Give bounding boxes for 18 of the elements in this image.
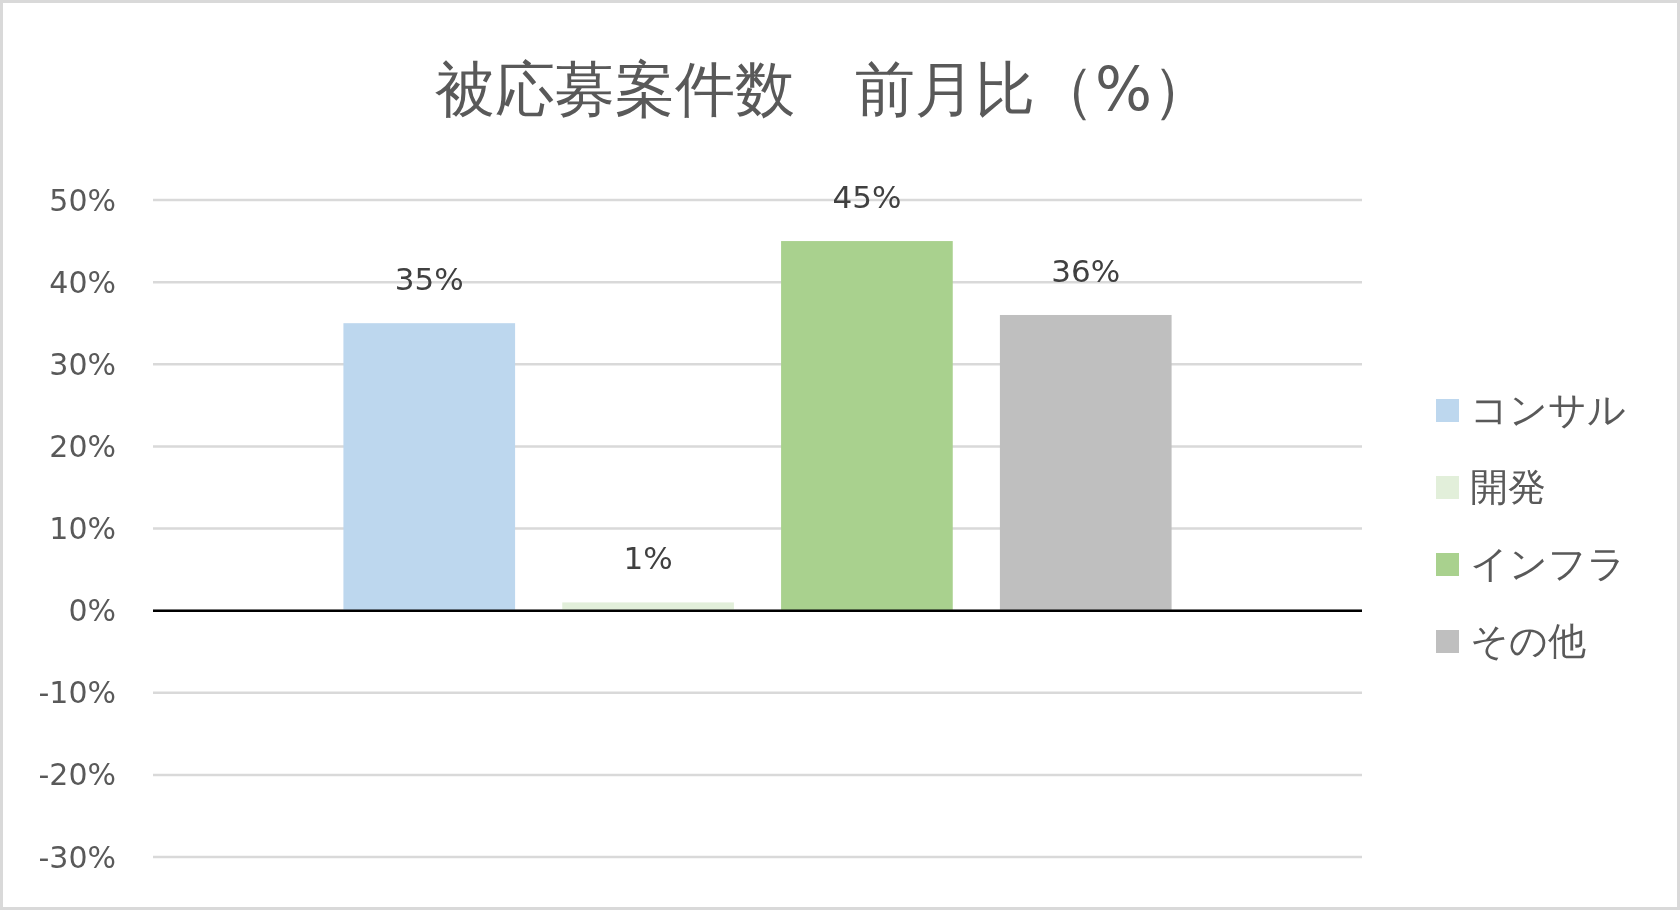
- ytick: 0%: [68, 593, 116, 629]
- ytick: -20%: [38, 757, 116, 793]
- ytick: -10%: [38, 675, 116, 711]
- legend-label: インフラ: [1470, 542, 1626, 586]
- data-label: 36%: [1051, 253, 1121, 289]
- ytick: 20%: [49, 428, 116, 464]
- legend-label: 開発: [1470, 465, 1546, 509]
- ytick: 50%: [49, 182, 116, 218]
- title: 被応募案件数 前月比（%）: [435, 54, 1212, 124]
- ytick: 10%: [49, 511, 116, 546]
- ytick: -30%: [38, 839, 116, 875]
- ytick: 40%: [49, 264, 116, 300]
- data-label: 1%: [623, 540, 673, 577]
- ytick: 30%: [49, 346, 116, 382]
- data-label: 45%: [832, 179, 902, 216]
- legend-label: コンサル: [1470, 388, 1626, 432]
- data-label: 35%: [394, 261, 464, 298]
- legend-label: その他: [1470, 619, 1586, 663]
